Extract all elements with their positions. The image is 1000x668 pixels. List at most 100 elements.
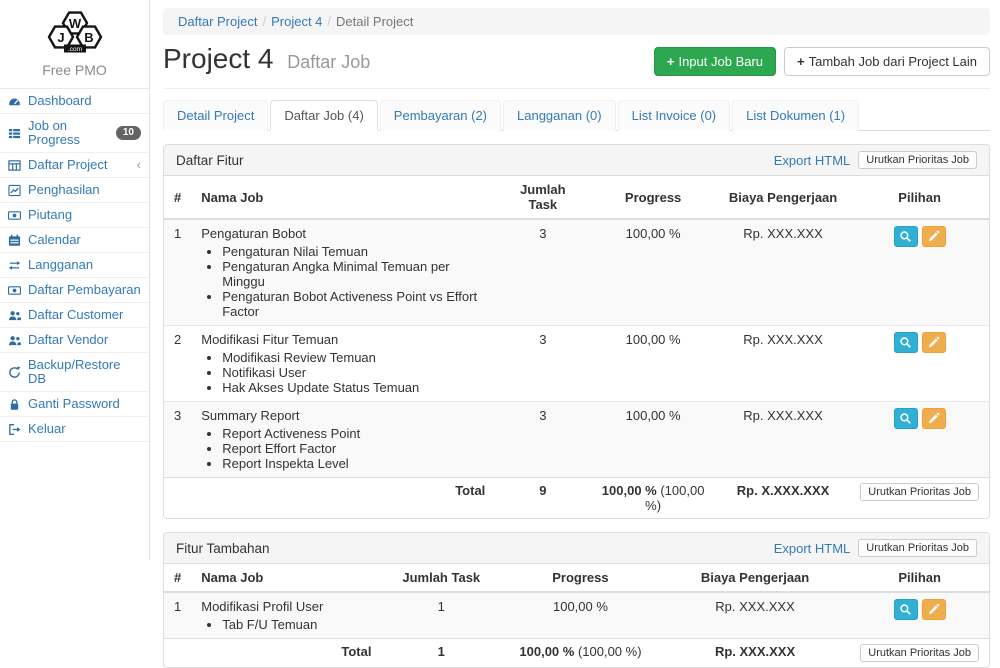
sidebar-item-langganan[interactable]: Langganan — [0, 253, 149, 277]
export-html-link[interactable]: Export HTML — [773, 540, 851, 556]
sidebar-item-keluar[interactable]: Keluar — [0, 417, 149, 441]
line-chart-icon — [8, 184, 22, 197]
urutkan-prioritas-job-button[interactable]: Urutkan Prioritas Job — [858, 151, 977, 169]
sidebar-item-label: Daftar Pembayaran — [28, 282, 141, 297]
jumlah-task-value: 3 — [495, 325, 591, 402]
progress-value: 100,00 % — [590, 325, 716, 402]
plus-icon: + — [666, 54, 675, 69]
sidebar-item-dashboard[interactable]: Dashboard — [0, 89, 149, 113]
page-title-text: Project 4 — [163, 43, 274, 74]
jumlah-task-value: 3 — [495, 401, 591, 478]
tab-list-dokumen-1[interactable]: List Dokumen (1) — [732, 100, 860, 131]
biaya-value: Rp. XXX.XXX — [715, 325, 851, 402]
edit-job-button[interactable] — [921, 226, 946, 247]
tab-langganan-0[interactable]: Langganan (0) — [503, 100, 616, 131]
subtask-item: Report Activeness Point — [222, 426, 485, 441]
total-cost: Rp. XXX.XXX — [659, 638, 851, 667]
jumlah-task-value: 1 — [381, 591, 502, 639]
sidebar-item-ganti-password[interactable]: Ganti Password — [0, 392, 149, 416]
subtask-list: Modifikasi Review TemuanNotifikasi UserH… — [208, 350, 485, 395]
users-icon — [8, 309, 22, 322]
sidebar-item-penghasilan[interactable]: Penghasilan — [0, 178, 149, 202]
search-icon — [900, 231, 912, 242]
row-number: 2 — [164, 325, 192, 402]
column-header-: # — [164, 176, 192, 220]
sidebar-item-backup-restore-db[interactable]: Backup/Restore DB — [0, 353, 149, 391]
edit-job-button[interactable] — [921, 599, 946, 620]
breadcrumb-project-4[interactable]: Project 4 — [271, 14, 323, 29]
sidebar-item-job-on-progress[interactable]: Job on Progress 10 — [0, 114, 149, 152]
sign-out-icon — [8, 423, 22, 436]
sidebar-item-daftar-vendor[interactable]: Daftar Vendor — [0, 328, 149, 352]
money-icon — [8, 209, 22, 222]
sidebar-item-label: Daftar Customer — [28, 307, 124, 322]
column-header-progress: Progress — [501, 564, 660, 593]
sidebar-item-daftar-pembayaran[interactable]: Daftar Pembayaran — [0, 278, 149, 302]
breadcrumb-separator: / — [327, 14, 332, 29]
biaya-value: Rp. XXX.XXX — [659, 591, 851, 639]
main-content: Daftar Project / Project 4/Detail Project … — [151, 0, 1000, 668]
subtask-item: Pengaturan Nilai Temuan — [222, 244, 485, 259]
column-header-nama-job: Nama Job — [191, 176, 496, 220]
app-logo: W J B .com — [0, 0, 149, 60]
input-job-baru-button[interactable]: + Input Job Baru — [653, 47, 777, 76]
tab-detail-project[interactable]: Detail Project — [163, 100, 269, 131]
page-header: Project 4 Daftar Job + Input Job Baru + Ta… — [163, 35, 990, 89]
sidebar: W J B .com Free PMO Dashboard Job on Prog… — [0, 0, 150, 560]
logo-letter-j: J — [57, 30, 64, 45]
tab-daftar-job-4[interactable]: Daftar Job (4) — [270, 100, 378, 131]
progress-value: 100,00 % — [501, 591, 660, 639]
column-header-jumlah-task: Jumlah Task — [495, 176, 591, 220]
subtask-item: Pengaturan Bobot Activeness Point vs Eff… — [222, 289, 485, 319]
pilihan-cell — [850, 591, 989, 639]
job-name: Modifikasi Fitur Temuan — [201, 332, 339, 347]
jwb-logo-icon: W J B .com — [47, 11, 102, 53]
sidebar-item-piutang[interactable]: Piutang — [0, 203, 149, 227]
tab-pembayaran-2[interactable]: Pembayaran (2) — [379, 100, 502, 131]
total-cost: Rp. X.XXX.XXX — [715, 477, 851, 518]
list-icon — [8, 127, 22, 140]
logo-letter-w: W — [68, 16, 81, 31]
sidebar-item-calendar[interactable]: Calendar — [0, 228, 149, 252]
subtask-list: Pengaturan Nilai TemuanPengaturan Angka … — [208, 244, 485, 319]
table-icon — [8, 159, 22, 172]
row-number: 1 — [164, 591, 192, 639]
subtask-item: Notifikasi User — [222, 365, 485, 380]
fitur-tambahan-table: # Nama Job Jumlah Task Progress Biaya Penger… — [164, 564, 989, 667]
urutkan-prioritas-job-button[interactable]: Urutkan Prioritas Job — [858, 539, 977, 557]
total-tasks: 1 — [381, 638, 502, 667]
edit-job-button[interactable] — [921, 332, 946, 353]
column-header-biaya-pengerjaan: Biaya Pengerjaan — [715, 176, 851, 220]
view-job-button[interactable] — [893, 408, 918, 429]
tab-list-invoice-0[interactable]: List Invoice (0) — [617, 100, 731, 131]
brand-name: Free PMO — [0, 60, 149, 89]
calendar-icon — [8, 234, 22, 247]
breadcrumb-detail-project: Detail Project — [336, 14, 414, 29]
total-label: Total — [191, 477, 496, 518]
urutkan-prioritas-job-button[interactable]: Urutkan Prioritas Job — [860, 483, 979, 501]
view-job-button[interactable] — [893, 599, 918, 620]
view-job-button[interactable] — [893, 226, 918, 247]
column-header-biaya-pengerjaan: Biaya Pengerjaan — [659, 564, 851, 593]
sidebar-menu: Dashboard Job on Progress 10 Daftar Project… — [0, 89, 149, 442]
edit-job-button[interactable] — [921, 408, 946, 429]
panel-heading: Daftar Fitur Export HTML Urutkan Priorit… — [164, 145, 989, 176]
view-job-button[interactable] — [893, 332, 918, 353]
tambah-job-dari-project-lain-button[interactable]: + Tambah Job dari Project Lain — [784, 47, 990, 76]
urutkan-prioritas-job-button[interactable]: Urutkan Prioritas Job — [860, 644, 979, 662]
sidebar-item-daftar-customer[interactable]: Daftar Customer — [0, 303, 149, 327]
column-header-pilihan: Pilihan — [850, 564, 989, 593]
edit-icon — [928, 412, 940, 424]
export-html-link[interactable]: Export HTML — [773, 152, 851, 168]
biaya-value: Rp. XXX.XXX — [715, 218, 851, 326]
panel-heading: Fitur Tambahan Export HTML Urutkan Prior… — [164, 533, 989, 564]
pilihan-cell — [850, 401, 989, 478]
table-header-row: # Nama Job Jumlah Task Progress Biaya Penger… — [164, 176, 989, 220]
total-spacer — [164, 477, 192, 518]
count-badge: 10 — [115, 126, 141, 140]
biaya-value: Rp. XXX.XXX — [715, 401, 851, 478]
total-actions-cell: Urutkan Prioritas Job — [850, 477, 989, 518]
sidebar-item-daftar-project[interactable]: Daftar Project ‹ — [0, 153, 149, 177]
breadcrumb-daftar-project[interactable]: Daftar Project — [178, 14, 258, 29]
